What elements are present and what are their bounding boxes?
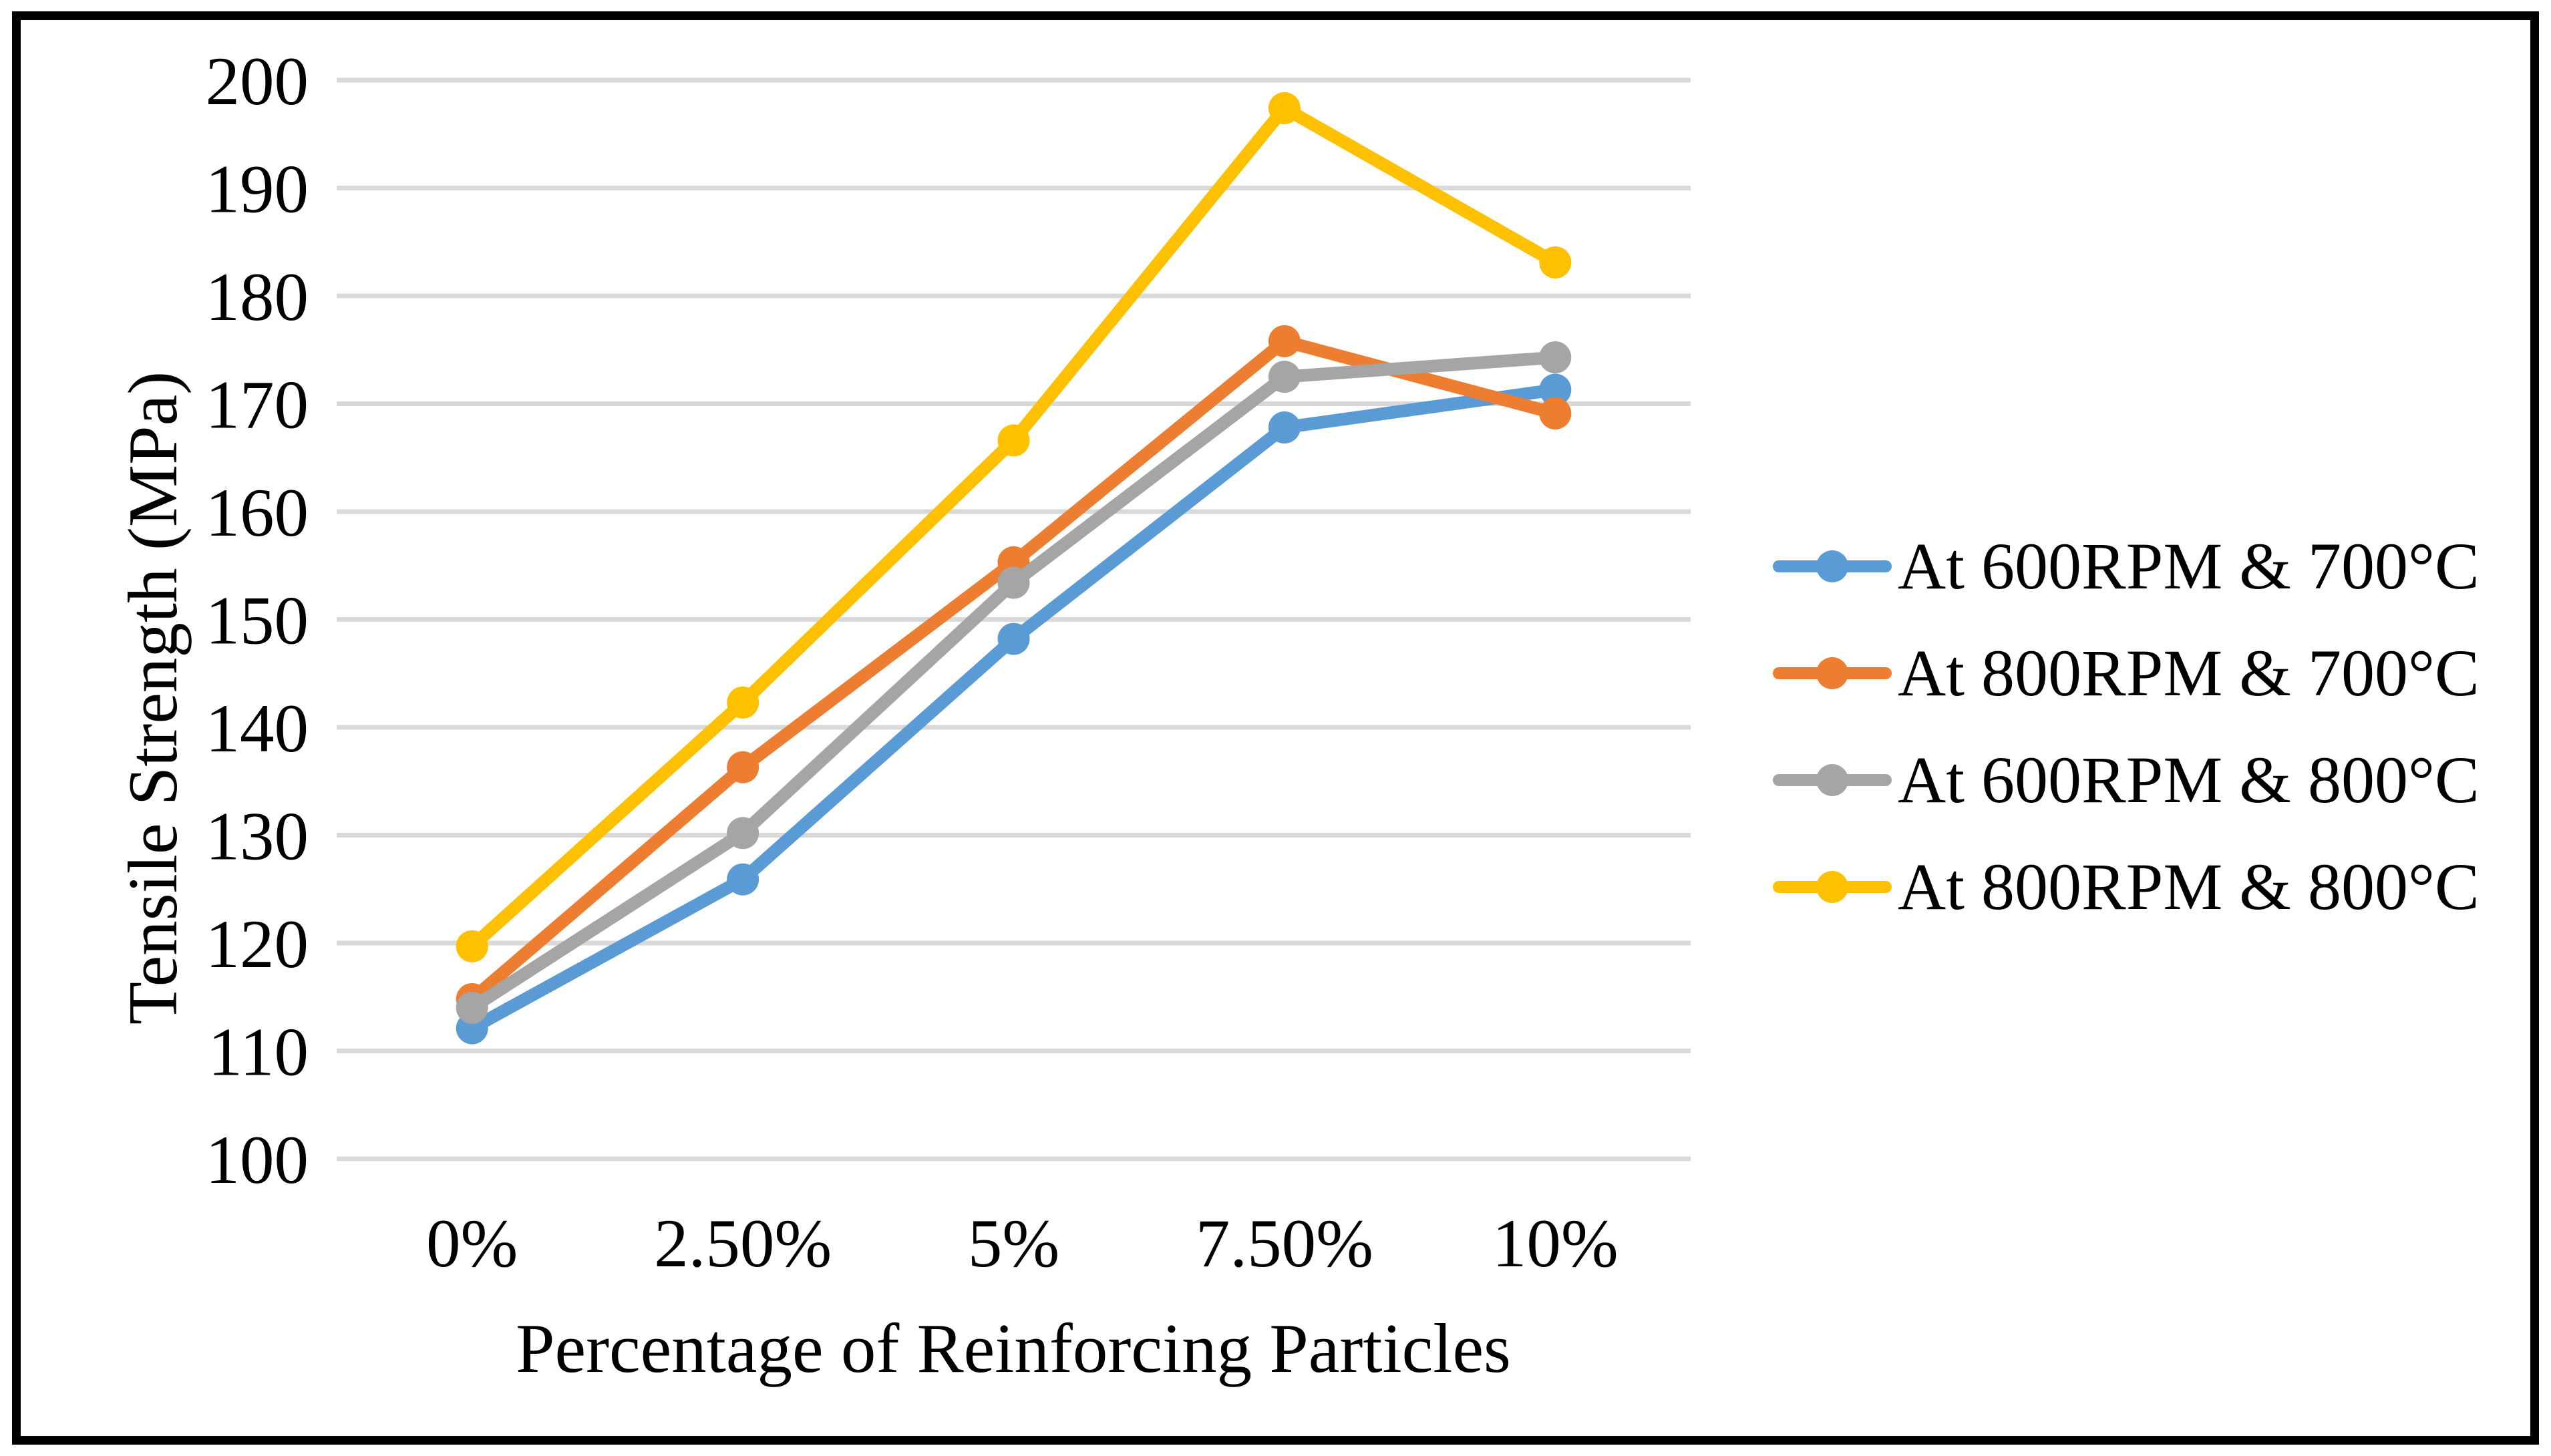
data-point bbox=[727, 751, 759, 783]
y-tick-label: 100 bbox=[206, 1122, 309, 1198]
x-tick-label: 2.50% bbox=[654, 1206, 832, 1282]
data-point bbox=[456, 991, 488, 1024]
y-tick-label: 190 bbox=[206, 152, 309, 228]
data-point bbox=[997, 622, 1030, 655]
data-point bbox=[1268, 92, 1301, 124]
data-point bbox=[1539, 341, 1572, 374]
y-tick-label: 170 bbox=[206, 367, 309, 443]
data-point bbox=[1268, 325, 1301, 357]
data-point bbox=[1539, 373, 1572, 406]
x-axis-title: Percentage of Reinforcing Particles bbox=[516, 1309, 1511, 1387]
series-line bbox=[466, 383, 1562, 1035]
data-point bbox=[727, 863, 759, 896]
y-tick-label: 150 bbox=[206, 583, 309, 659]
data-point bbox=[1539, 246, 1572, 279]
y-tick-label: 180 bbox=[206, 259, 309, 335]
legend-item: At 800RPM & 700°C bbox=[1772, 620, 2507, 727]
figure-border bbox=[12, 11, 2539, 1445]
legend-label: At 800RPM & 700°C bbox=[1898, 636, 2480, 710]
legend-item: At 800RPM & 800°C bbox=[1772, 834, 2507, 940]
x-tick-label: 5% bbox=[968, 1206, 1059, 1282]
data-point bbox=[727, 817, 759, 850]
legend-label: At 800RPM & 800°C bbox=[1898, 850, 2480, 924]
legend-label: At 600RPM & 800°C bbox=[1898, 743, 2480, 817]
legend-marker-icon bbox=[1773, 764, 1892, 796]
y-tick-label: 160 bbox=[206, 475, 309, 551]
data-point bbox=[997, 424, 1030, 457]
y-axis-title: Tensile Strength (MPa) bbox=[114, 371, 192, 1025]
y-tick-label: 130 bbox=[206, 799, 309, 875]
data-point bbox=[1539, 397, 1572, 430]
legend-marker-icon bbox=[1773, 871, 1892, 903]
data-point bbox=[456, 930, 488, 962]
x-tick-label: 0% bbox=[426, 1206, 518, 1282]
legend-item: At 600RPM & 700°C bbox=[1772, 513, 2507, 620]
legend-marker-icon bbox=[1773, 550, 1892, 582]
data-point bbox=[727, 686, 759, 719]
y-tick-label: 120 bbox=[206, 906, 309, 982]
x-tick-label: 7.50% bbox=[1196, 1206, 1373, 1282]
legend-item: At 600RPM & 800°C bbox=[1772, 727, 2507, 834]
data-point bbox=[1268, 411, 1301, 444]
legend-marker-icon bbox=[1773, 657, 1892, 689]
y-tick-label: 110 bbox=[208, 1015, 309, 1091]
x-tick-label: 10% bbox=[1492, 1206, 1619, 1282]
y-tick-label: 140 bbox=[206, 691, 309, 767]
data-point bbox=[1268, 361, 1301, 393]
series-line bbox=[466, 102, 1562, 953]
y-tick-label: 200 bbox=[206, 43, 309, 120]
data-point bbox=[997, 566, 1030, 599]
legend: At 600RPM & 700°C At 800RPM & 700°C At 600… bbox=[1772, 513, 2507, 940]
legend-label: At 600RPM & 700°C bbox=[1898, 529, 2480, 603]
